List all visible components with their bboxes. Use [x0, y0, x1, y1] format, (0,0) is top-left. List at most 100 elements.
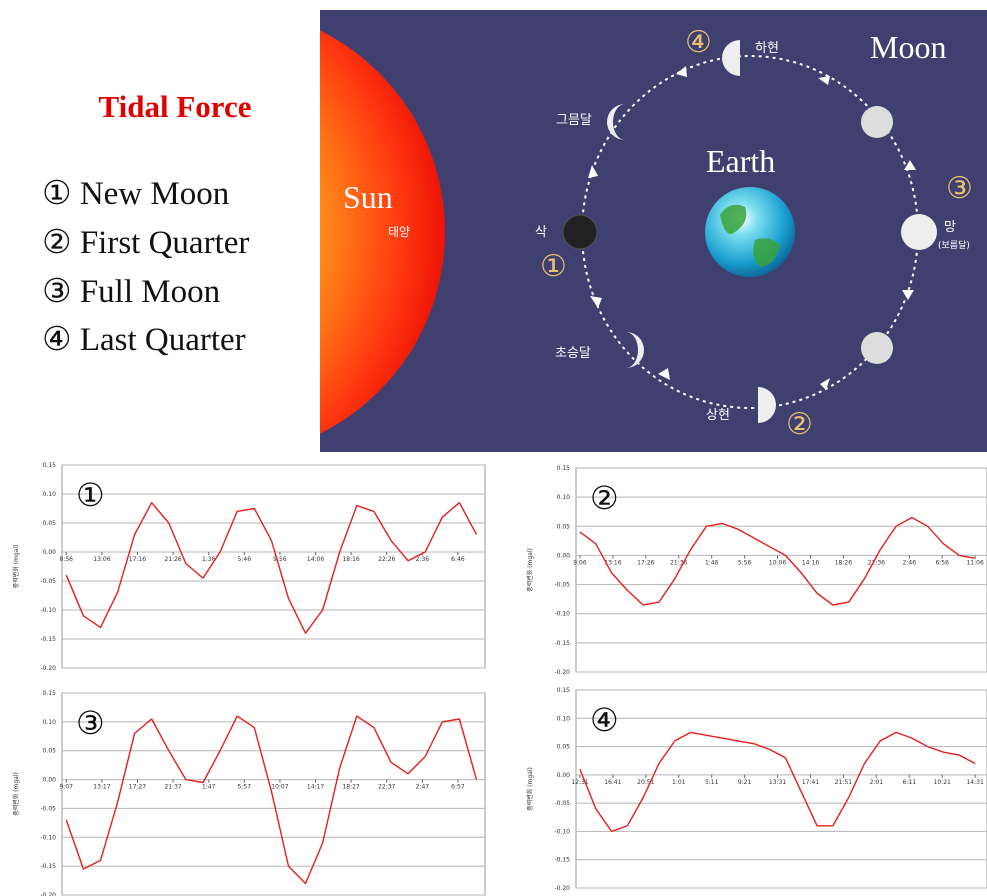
- x-tick-label: 12:31: [571, 779, 588, 786]
- y-tick-label: 0.00: [43, 549, 57, 556]
- x-tick-label: 10:06: [769, 559, 786, 566]
- y-axis-label: 중력변화 (mgal): [526, 767, 534, 811]
- x-tick-label: 6:46: [451, 556, 465, 563]
- y-tick-label: -0.05: [40, 805, 56, 812]
- y-tick-label: 0.05: [43, 520, 57, 527]
- x-tick-label: 1:47: [202, 784, 216, 791]
- x-tick-label: 21:37: [164, 784, 181, 791]
- earth: [705, 187, 795, 277]
- x-tick-label: 14:17: [307, 784, 324, 791]
- x-tick-label: 6:56: [935, 559, 949, 566]
- y-tick-label: -0.10: [554, 611, 570, 618]
- line-chart: 0.15 0.10 0.05 0.00 -0.05 -0.10 -0.15 -0.20 9:06…: [526, 465, 987, 676]
- phase-number: ③: [946, 171, 973, 206]
- x-tick-label: 21:51: [835, 779, 852, 786]
- plot-area: [575, 689, 987, 889]
- sun-label: Sun: [343, 179, 393, 215]
- y-axis-label: 중력변화 (mgal): [12, 545, 20, 589]
- x-tick-label: 18:27: [342, 784, 359, 791]
- y-tick-label: 0.15: [557, 465, 571, 472]
- phase-label: 상현: [706, 408, 730, 423]
- y-tick-label: -0.20: [554, 885, 570, 892]
- x-tick-label: 16:41: [604, 779, 621, 786]
- x-tick-label: 17:26: [637, 559, 654, 566]
- y-tick-label: 0.10: [557, 715, 571, 722]
- legend-item: ① New Moon: [42, 176, 229, 212]
- x-tick-label: 22:37: [378, 784, 395, 791]
- data-line: [65, 715, 478, 885]
- x-tick-label: 2:47: [416, 784, 430, 791]
- earth-label: Earth: [706, 143, 775, 179]
- earth-land: [720, 204, 780, 267]
- x-tick-label: 17:27: [129, 784, 146, 791]
- y-tick-label: 0.05: [557, 744, 571, 751]
- x-tick-label: 20:51: [637, 779, 654, 786]
- x-tick-label: 22:26: [378, 556, 395, 563]
- legend-item: ② First Quarter: [42, 225, 249, 261]
- x-tick-label: 14:31: [966, 779, 983, 786]
- waning-crescent: [607, 104, 625, 140]
- phase-label: (보름달): [938, 239, 970, 251]
- data-line: [579, 516, 976, 606]
- x-tick-label: 8:56: [60, 556, 74, 563]
- x-tick-label: 1:01: [672, 779, 686, 786]
- x-tick-label: 18:16: [342, 556, 359, 563]
- new-moon: [562, 214, 598, 250]
- x-tick-label: 10:21: [934, 779, 951, 786]
- panel-number: ②: [590, 480, 619, 516]
- x-tick-label: 13:06: [93, 556, 110, 563]
- phase-label: 하현: [755, 41, 779, 56]
- y-tick-label: 0.00: [557, 772, 571, 779]
- panel-number: ③: [76, 705, 105, 741]
- y-tick-label: -0.15: [554, 640, 570, 647]
- moon-label: Moon: [870, 29, 946, 65]
- x-tick-label: 5:57: [238, 784, 252, 791]
- y-tick-label: -0.15: [40, 863, 56, 870]
- x-tick-label: 2:36: [416, 556, 430, 563]
- y-axis-label: 중력변화 (mgal): [12, 772, 20, 816]
- x-tick-label: 13:17: [93, 784, 110, 791]
- x-tick-label: 17:16: [129, 556, 146, 563]
- y-tick-label: 0.15: [43, 690, 57, 697]
- x-tick-label: 9:56: [273, 556, 287, 563]
- x-tick-label: 9:06: [573, 559, 587, 566]
- x-tick-label: 21:36: [670, 559, 687, 566]
- line-chart: 0.15 0.10 0.05 0.00 -0.05 -0.10 -0.15 -0.20 9:07…: [12, 690, 486, 896]
- phase-label: 망: [944, 220, 956, 235]
- x-tick-label: 18:26: [835, 559, 852, 566]
- y-tick-label: -0.20: [40, 665, 56, 672]
- sun: [320, 30, 445, 434]
- y-tick-label: 0.05: [557, 523, 571, 530]
- phase-label: 삭: [535, 225, 547, 240]
- x-tick-label: 5:56: [738, 559, 752, 566]
- full-moon: [901, 214, 937, 250]
- line-chart: 0.15 0.10 0.05 0.00 -0.05 -0.10 -0.15 -0.20 12:3…: [526, 687, 987, 892]
- space-panel: [320, 10, 987, 452]
- line-chart: 0.15 0.10 0.05 0.00 -0.05 -0.10 -0.15 -0.20 8:56…: [12, 462, 486, 672]
- y-tick-label: -0.05: [554, 800, 570, 807]
- y-tick-label: 0.15: [557, 687, 571, 694]
- x-tick-label: 5:11: [705, 779, 719, 786]
- data-line: [579, 731, 976, 833]
- y-tick-label: -0.20: [40, 892, 56, 896]
- sun-korean: 태양: [388, 225, 410, 239]
- y-axis-label: 중력변화 (mgal): [526, 548, 534, 592]
- y-tick-label: -0.15: [554, 857, 570, 864]
- legend-item: ③ Full Moon: [42, 274, 220, 310]
- diagram-title: Tidal Force: [99, 89, 252, 124]
- waning-gibbous: [861, 106, 893, 138]
- y-tick-label: -0.10: [40, 607, 56, 614]
- x-tick-label: 1:46: [705, 559, 719, 566]
- y-tick-label: 0.00: [557, 552, 571, 559]
- phase-label: 초승달: [555, 346, 591, 361]
- x-tick-label: 13:31: [769, 779, 786, 786]
- y-tick-label: 0.10: [557, 494, 571, 501]
- x-tick-label: 10:07: [271, 784, 288, 791]
- x-tick-label: 14:06: [307, 556, 324, 563]
- plot-area: [61, 464, 486, 669]
- x-tick-label: 11:06: [966, 559, 983, 566]
- panel-number: ①: [76, 477, 105, 513]
- x-tick-label: 22:36: [868, 559, 885, 566]
